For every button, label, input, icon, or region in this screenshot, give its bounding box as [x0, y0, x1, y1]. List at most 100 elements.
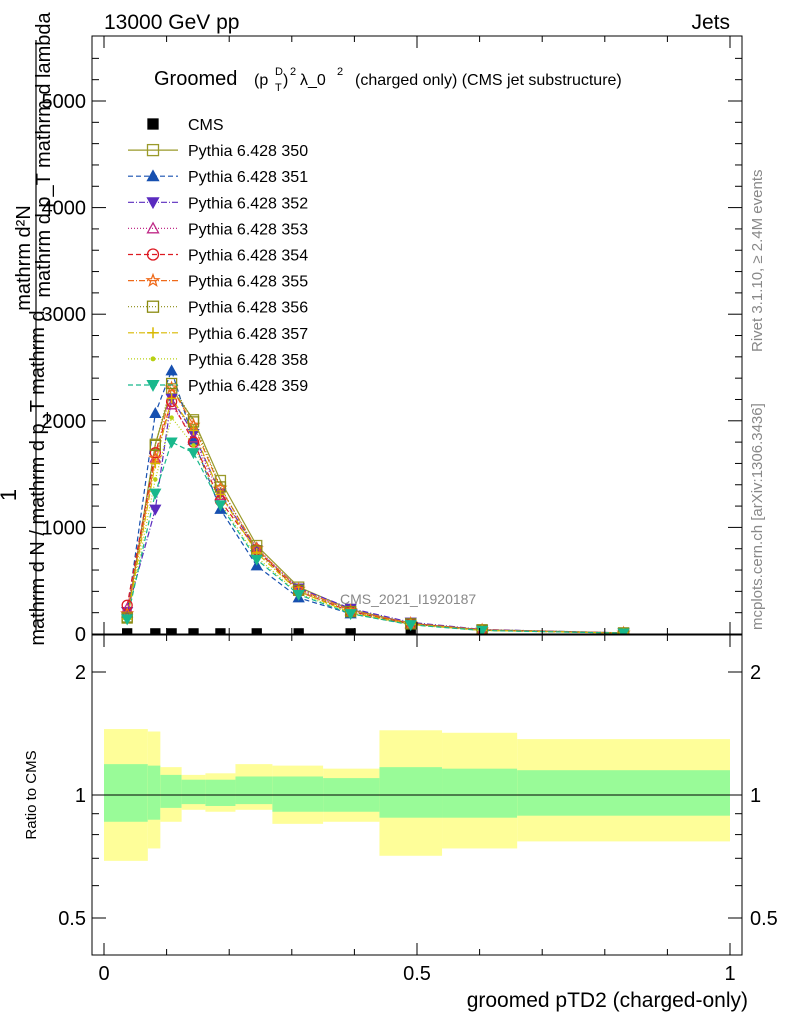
- legend-item: Pythia 6.428 350: [128, 143, 308, 160]
- series-0-point: [122, 628, 133, 634]
- legend-marker: [146, 248, 160, 261]
- legend-label: Pythia 6.428 350: [188, 143, 308, 160]
- series-markers: [120, 364, 631, 634]
- series-10-point: [404, 620, 417, 632]
- legend-item: Pythia 6.428 357: [128, 326, 308, 343]
- series-1-point: [214, 474, 227, 487]
- legend-marker: [146, 379, 160, 392]
- legend-marker-shape: [145, 272, 161, 288]
- ratio-band-inner: [235, 776, 273, 805]
- ylabel-frac-den: mathrm d N / mathrm d p_T mathrm d: [27, 310, 49, 645]
- series-9-point-shape: [191, 443, 196, 448]
- ylabel-frac-num: 1: [0, 489, 21, 501]
- legend-marker: [146, 221, 160, 234]
- axis-ticks: [92, 36, 742, 955]
- chart-title: Groomed (p D T ) 2 λ_0 2 (charged only) …: [154, 66, 622, 94]
- series-10-point-shape: [165, 437, 178, 449]
- series-10-point: [121, 614, 134, 626]
- legend-marker-shape: [147, 118, 159, 130]
- legend-item: Pythia 6.428 356: [128, 300, 308, 317]
- series-8-point: [215, 489, 226, 500]
- y-tick-label-ratio: 2: [75, 662, 86, 684]
- legend-marker: [147, 118, 159, 130]
- legend-item: Pythia 6.428 355: [128, 272, 308, 291]
- series-5-point-shape: [121, 599, 133, 611]
- rivet-version: Rivet 3.1.10, ≥ 2.4M events: [749, 170, 766, 353]
- y-tick-label-main: 1000: [42, 517, 87, 539]
- ratio-band-inner: [517, 770, 730, 816]
- legend-label: Pythia 6.428 356: [188, 300, 308, 317]
- ratio-band-inner: [442, 768, 518, 818]
- legend-label: Pythia 6.428 358: [188, 352, 308, 369]
- legend-label: Pythia 6.428 355: [188, 274, 308, 291]
- series-0-point-shape: [251, 628, 262, 634]
- series-0-point-shape: [166, 628, 177, 634]
- ratio-band-inner: [147, 765, 161, 820]
- series-0-point: [188, 628, 199, 634]
- series-9-point-shape: [169, 415, 174, 420]
- legend-marker-shape: [146, 379, 160, 392]
- series-8-line: [126, 396, 624, 634]
- series-10-point: [165, 437, 178, 449]
- legend-label: Pythia 6.428 351: [188, 169, 308, 186]
- series-0-point-shape: [150, 628, 161, 634]
- series-10-point-shape: [149, 488, 162, 500]
- series-7-point-shape: [149, 439, 161, 451]
- series-0-point: [166, 628, 177, 634]
- title-sup2: 2: [290, 66, 296, 78]
- series-10-point-shape: [344, 609, 357, 621]
- y-tick-label-ratio-right: 0.5: [750, 908, 778, 930]
- series-0-point-shape: [188, 628, 199, 634]
- series-8-point: [188, 425, 199, 436]
- x-axis-label: groomed pTD2 (charged-only): [467, 989, 748, 1012]
- series-4-point-shape: [165, 398, 178, 410]
- legend-marker-shape: [146, 248, 160, 261]
- y-tick-label-main: 3000: [42, 304, 87, 326]
- y-tick-label-ratio-right: 2: [750, 662, 761, 684]
- x-tick-label: 1: [724, 963, 735, 985]
- series-7-point-shape: [165, 377, 178, 390]
- title-formula: (p: [254, 72, 268, 89]
- legend-item: Pythia 6.428 358: [128, 352, 308, 369]
- ratio-band-inner: [181, 779, 206, 805]
- legend-item: Pythia 6.428 354: [128, 248, 308, 265]
- legend-label: CMS: [188, 117, 224, 134]
- y-tick-label-ratio: 0.5: [58, 908, 86, 930]
- series-10-point-shape: [404, 620, 417, 632]
- series-0-point-shape: [122, 628, 133, 634]
- legend-marker: [146, 300, 160, 313]
- title-close: ): [283, 72, 288, 89]
- legend-marker: [147, 327, 159, 339]
- legend-item: CMS: [147, 117, 224, 134]
- series-10-point-shape: [250, 554, 263, 566]
- title-sup3: 2: [337, 66, 343, 78]
- ratio-band-inner: [272, 776, 324, 812]
- legend-label: Pythia 6.428 352: [188, 195, 308, 212]
- series-2-point: [165, 364, 178, 376]
- series-10-point: [344, 609, 357, 621]
- series-0-point: [215, 628, 226, 634]
- series-1-point-shape: [214, 474, 227, 487]
- ratio-band-inner: [160, 774, 182, 808]
- series-0-point-shape: [215, 628, 226, 634]
- legend-marker: [146, 143, 160, 157]
- series-10-point-shape: [121, 614, 134, 626]
- title-sup1: D: [275, 66, 283, 78]
- series-10-point: [187, 448, 200, 460]
- ratio-bands: [104, 729, 730, 861]
- title-suffix: (charged only) (CMS jet substructure): [355, 72, 622, 89]
- y-tick-label-main: 5000: [42, 91, 87, 113]
- y-tick-label-ratio: 1: [75, 785, 86, 807]
- ylabel-num-line2: mathrm d p_T mathrm d lambda: [33, 11, 55, 297]
- title-sub1: T: [275, 82, 282, 94]
- y-axis-label-main: mathrm d²N mathrm d p_T mathrm d lambda …: [0, 11, 55, 645]
- y-tick-label-ratio-right: 1: [750, 785, 761, 807]
- series-4-point: [165, 398, 178, 410]
- series-7-point: [165, 377, 178, 390]
- x-tick-label: 0: [98, 963, 109, 985]
- series-9-point: [153, 477, 158, 482]
- series-10-point-shape: [187, 448, 200, 460]
- y-tick-label-main: 0: [75, 624, 86, 646]
- mcplots-credit: mcplots.cern.ch [arXiv:1306.3436]: [749, 403, 766, 630]
